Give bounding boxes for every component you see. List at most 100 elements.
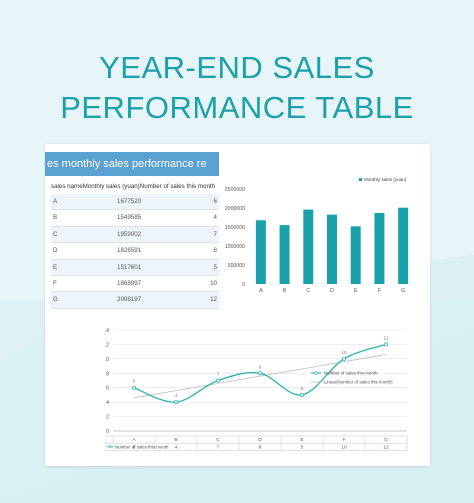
line-chart-data-label-g: 12 — [384, 335, 389, 340]
table-row: B 1549585 4 — [51, 210, 219, 227]
table-cell-monthly-sales: 2008197 — [117, 296, 142, 304]
table-cell-sales-name: A — [53, 198, 58, 205]
table-row: E 1517601 5 — [51, 259, 219, 276]
line-chart-table-category-g: G — [384, 437, 388, 443]
line-chart-data-label-e: 5 — [301, 386, 304, 391]
bar-chart-bar-g — [398, 207, 409, 284]
table-cell-monthly-sales: 1677520 — [117, 198, 142, 205]
line-chart-point-d — [257, 371, 262, 376]
table-cell-sales-count: 5 — [213, 263, 217, 271]
spreadsheet-preview: es monthly sales performance re sales na… — [45, 144, 430, 466]
bar-chart-x-tick-a: A — [259, 288, 263, 294]
table-cell-monthly-sales: 1959002 — [117, 230, 142, 238]
table-cell-sales-count: 8 — [213, 247, 217, 255]
table-cell-sales-count: 6 — [213, 198, 217, 205]
line-chart-legend-trend-label: Linear(Number of sales this month) — [324, 380, 393, 385]
line-chart-table-category-a: A — [132, 437, 136, 443]
bar-chart-legend-swatch — [359, 178, 362, 181]
line-chart-table-value-a: 6 — [133, 444, 136, 450]
line-chart-point-e — [299, 392, 304, 397]
line-chart-y-tick-label: 8 — [106, 371, 109, 377]
bar-chart-legend-label: Monthly sales (yuan) — [364, 177, 407, 182]
table-cell-sales-name: E — [53, 263, 58, 271]
line-chart-table-row-label: Number of sales this month — [115, 444, 169, 449]
bar-chart-bar-e — [350, 226, 361, 284]
table-heading: es monthly sales performance re — [45, 152, 219, 176]
line-chart-trendline — [133, 354, 387, 399]
line-chart-y-tick-label: 6 — [106, 386, 109, 392]
table-cell-sales-name: D — [53, 247, 58, 255]
table-cell-sales-count: 10 — [210, 279, 217, 287]
sales-table: A 1677520 6 B 1549585 4 C 1959002 7 D 1826591 8 E 151… — [51, 194, 219, 309]
line-chart-point-f — [341, 356, 346, 361]
line-chart-table-value-g: 12 — [383, 444, 389, 450]
line-chart-y-tick-label: 0 — [106, 429, 109, 435]
sales-count-line-chart: 14 12 10 8 6 4 2 0 6 4 7 8 5 10 12 Number of sales this… — [105, 328, 408, 451]
line-chart-data-label-a: 6 — [133, 379, 136, 384]
bar-chart-y-tick-label: 2500000 — [225, 187, 245, 193]
line-chart-table-value-e: 5 — [301, 444, 304, 450]
bar-chart-y-tick-label: 1000000 — [225, 244, 245, 250]
bar-chart-y-tick-label: 500000 — [228, 263, 245, 269]
table-row: A 1677520 6 — [51, 194, 219, 211]
line-chart-data-label-c: 7 — [217, 372, 220, 377]
line-chart-y-tick-label: 2 — [106, 415, 109, 421]
table-cell-sales-name: C — [53, 230, 58, 238]
line-chart-point-a — [131, 385, 136, 390]
bar-chart-x-tick-f: F — [378, 288, 381, 294]
table-cell-sales-count: 4 — [213, 214, 217, 222]
bar-chart-y-tick-label: 0 — [242, 282, 245, 288]
table-row: G 2008197 12 — [51, 292, 219, 309]
bar-chart-bar-d — [327, 214, 337, 284]
table-cell-sales-count: 7 — [213, 230, 217, 238]
table-column-headers: sales nameMonthly sales (yuan)Number of … — [51, 183, 216, 190]
bar-chart-x-tick-b: B — [283, 288, 287, 294]
line-chart-table-category-c: C — [216, 437, 220, 443]
line-chart-table-value-f: 10 — [341, 444, 347, 450]
table-row: D 1826591 8 — [51, 243, 219, 260]
table-cell-monthly-sales: 1549585 — [117, 214, 142, 222]
line-chart-table-category-e: E — [300, 437, 303, 443]
line-chart-data-label-f: 10 — [342, 350, 347, 355]
table-cell-sales-count: 12 — [210, 296, 217, 304]
line-chart-point-g — [383, 342, 388, 347]
line-chart-data-label-d: 8 — [259, 364, 262, 369]
monthly-sales-bar-chart: 2500000 2000000 1500000 1000000 500000 0 Month… — [225, 177, 409, 294]
bar-chart-bar-f — [374, 212, 385, 284]
bar-chart-x-tick-d: D — [330, 288, 334, 294]
table-cell-monthly-sales: 1826591 — [117, 247, 142, 255]
table-cell-sales-name: F — [53, 279, 57, 287]
line-chart-point-b — [174, 400, 179, 405]
line-chart-legend-main-marker — [314, 371, 318, 375]
line-chart-table-legend-marker — [108, 445, 112, 449]
bar-chart-bar-a — [255, 220, 266, 284]
bar-chart-x-tick-e: E — [354, 288, 358, 294]
bar-chart-x-tick-g: G — [401, 288, 405, 294]
page-title-line-2: PERFORMANCE TABLE — [60, 90, 414, 125]
page-title: YEAR-END SALES PERFORMANCE TABLE — [0, 48, 474, 128]
table-cell-sales-name: B — [53, 214, 58, 222]
line-chart-data-label-b: 4 — [175, 393, 178, 398]
line-chart-point-c — [216, 378, 221, 383]
line-chart-table-value-c: 7 — [217, 444, 220, 450]
table-row: F 1868997 10 — [51, 276, 219, 293]
line-chart-y-tick-label: 14 — [105, 328, 109, 334]
bar-chart-x-tick-c: C — [306, 288, 310, 294]
bar-chart-bar-c — [303, 209, 314, 284]
line-chart-legend-main-label: Number of sales this month — [324, 371, 378, 376]
line-chart-y-tick-label: 4 — [106, 400, 109, 406]
line-chart-table-category-f: F — [343, 437, 346, 443]
bar-chart-bar-b — [279, 225, 290, 284]
table-cell-sales-name: G — [53, 296, 58, 304]
line-chart-y-tick-label: 10 — [105, 357, 109, 363]
page-title-line-1: YEAR-END SALES — [99, 50, 375, 85]
bar-chart-y-tick-label: 2000000 — [225, 206, 245, 212]
line-chart-table-value-b: 4 — [175, 444, 178, 450]
bar-chart-y-tick-label: 1500000 — [225, 225, 245, 231]
table-cell-monthly-sales: 1517601 — [117, 263, 142, 271]
line-chart-table-category-d: D — [258, 437, 262, 443]
table-row: C 1959002 7 — [51, 226, 219, 244]
line-chart-table-category-b: B — [174, 437, 177, 443]
line-chart-table-value-d: 8 — [259, 444, 262, 450]
table-cell-monthly-sales: 1868997 — [117, 279, 142, 287]
